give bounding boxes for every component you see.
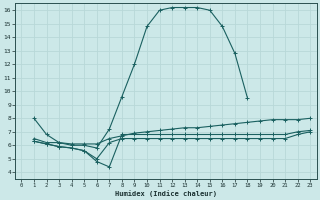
X-axis label: Humidex (Indice chaleur): Humidex (Indice chaleur) bbox=[115, 190, 217, 197]
